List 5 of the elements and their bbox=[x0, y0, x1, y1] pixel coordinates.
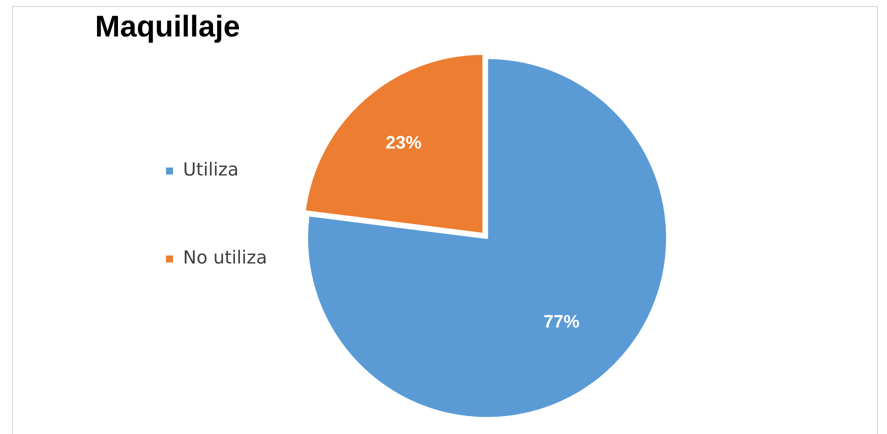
legend-label: No utiliza bbox=[183, 248, 268, 269]
data-label: 77% bbox=[543, 311, 580, 332]
legend-label: Utiliza bbox=[183, 160, 239, 181]
data-label: 23% bbox=[386, 132, 422, 152]
chart-title: Maquillaje bbox=[95, 10, 240, 44]
